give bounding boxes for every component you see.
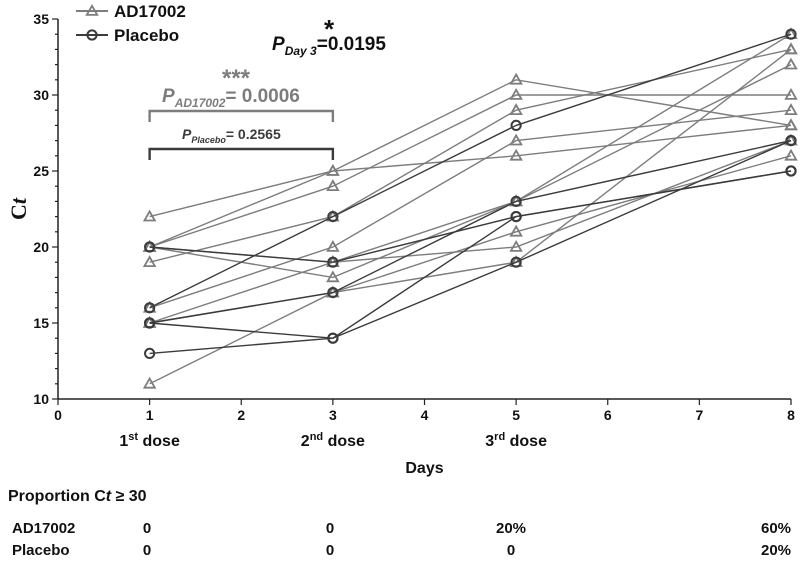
- series-line: [149, 155, 792, 324]
- triangle-marker: [326, 270, 340, 283]
- circle-marker: [785, 135, 797, 147]
- x-tick-label: 0: [54, 407, 62, 423]
- circle-marker: [510, 119, 522, 132]
- legend-label: AD17002: [114, 2, 186, 21]
- table-row-label: Placebo: [12, 542, 70, 559]
- series-line: [149, 94, 791, 248]
- x-tick-label: 4: [421, 407, 429, 423]
- circle-marker: [510, 256, 522, 268]
- dose-label: 1st dose: [119, 431, 180, 450]
- bracket-placebo: [148, 147, 335, 160]
- series-line: [149, 109, 792, 309]
- circle-marker: [144, 302, 156, 314]
- x-tick-label: 6: [604, 407, 612, 423]
- circle-marker: [144, 241, 156, 253]
- table-title: Proportion Ct ≥ 30: [8, 488, 147, 505]
- triangle-marker: [509, 103, 523, 115]
- series-line: [149, 33, 792, 309]
- triangle-marker: [509, 72, 523, 85]
- table-cell: 0: [325, 542, 335, 559]
- triangle-marker: [142, 376, 157, 389]
- triangle-marker: [326, 179, 340, 192]
- table-cell: 20%: [760, 542, 792, 559]
- y-axis-title: Ct: [6, 197, 31, 220]
- triangle-marker: [326, 239, 340, 252]
- circle-marker: [327, 287, 339, 299]
- circle-marker: [327, 256, 339, 268]
- triangle-marker: [509, 148, 523, 161]
- legend-entry-placebo: Placebo: [76, 26, 179, 45]
- significance-stars: ***: [222, 65, 251, 92]
- triangle-marker: [784, 42, 798, 55]
- circle-marker: [785, 28, 797, 40]
- circle-marker: [327, 211, 339, 223]
- triangle-marker: [784, 87, 798, 100]
- proportion-table: Proportion Ct ≥ 30 AD17002 0 0 20% 60% P…: [0, 484, 800, 561]
- triangle-marker: [784, 57, 798, 70]
- circle-marker: [327, 332, 339, 344]
- x-tick-label: 2: [237, 407, 245, 423]
- series-line: [149, 139, 792, 324]
- legend-entry-ad17002: AD17002: [76, 2, 186, 21]
- x-tick-label: 8: [787, 407, 795, 423]
- table-row-label: AD17002: [12, 520, 76, 537]
- circle-marker: [86, 29, 98, 41]
- table-cell: 60%: [760, 520, 792, 537]
- table-cell: 0: [325, 520, 335, 537]
- table-cell: 0: [142, 542, 152, 559]
- table-cell: 20%: [495, 520, 527, 537]
- y-tick-label: 15: [33, 315, 49, 331]
- p-day3-annotation: PDay 3=0.0195: [272, 34, 386, 58]
- series-placebo: [144, 28, 797, 359]
- y-tick-label: 35: [33, 11, 49, 27]
- dose-label: 3rd dose: [485, 431, 547, 450]
- line-chart: 10 15 20 25 30 35 0 1 2 3 4 5 6 7 8 1st dose 2nd dose 3rd…: [6, 2, 798, 477]
- triangle-marker: [85, 3, 99, 16]
- triangle-marker: [509, 87, 523, 100]
- legend-label: Placebo: [114, 26, 179, 45]
- series-line: [149, 79, 792, 248]
- bracket-ad17002: [148, 109, 335, 122]
- x-axis-title: Days: [405, 460, 443, 477]
- circle-marker: [510, 211, 522, 223]
- triangle-marker: [142, 209, 157, 222]
- triangle-marker: [142, 255, 157, 268]
- y-tick-label: 10: [33, 391, 49, 407]
- x-tick-label: 7: [695, 407, 703, 423]
- triangle-marker: [509, 224, 523, 237]
- triangle-marker: [784, 148, 798, 161]
- triangle-marker: [326, 163, 340, 176]
- y-tick-label: 30: [33, 87, 49, 103]
- p-ad17002-annotation: PAD17002= 0.0006: [162, 86, 300, 110]
- triangle-marker: [509, 133, 523, 146]
- x-tick-label: 1: [146, 407, 154, 423]
- table-cell: 0: [506, 542, 516, 559]
- circle-marker: [144, 317, 156, 329]
- series-line: [149, 170, 792, 355]
- significance-star: *: [324, 14, 335, 44]
- p-placebo-annotation: PPlacebo= 0.2565: [182, 126, 281, 145]
- x-tick-label: 5: [512, 407, 520, 423]
- table-cell: 0: [142, 520, 152, 537]
- x-tick-label: 3: [329, 407, 337, 423]
- triangle-marker: [509, 239, 523, 252]
- triangle-marker: [784, 118, 798, 131]
- circle-marker: [785, 165, 797, 177]
- series-line: [149, 139, 792, 339]
- triangle-marker: [784, 103, 798, 115]
- y-tick-label: 25: [33, 163, 49, 179]
- circle-marker: [510, 195, 522, 207]
- y-tick-label: 20: [33, 239, 49, 255]
- circle-marker: [144, 347, 156, 359]
- dose-label: 2nd dose: [301, 431, 365, 450]
